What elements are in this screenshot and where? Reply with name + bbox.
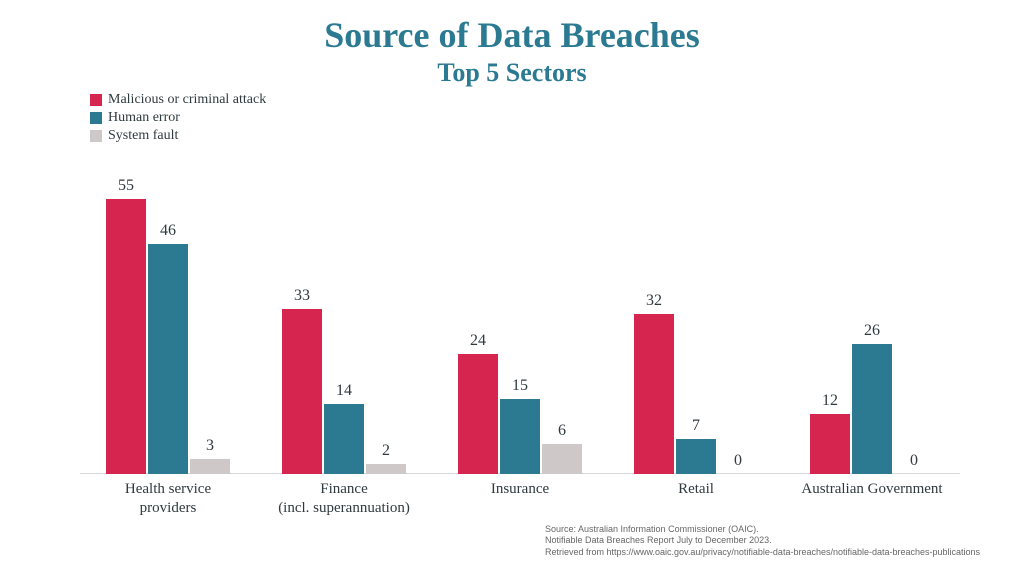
legend-item: System fault xyxy=(90,128,266,144)
bar-value-label: 32 xyxy=(624,292,684,310)
bar-value-label: 7 xyxy=(666,417,726,435)
source-line: Source: Australian Information Commissio… xyxy=(545,524,980,535)
bar-group: 24156Insurance xyxy=(458,354,582,474)
legend-item: Malicious or criminal attack xyxy=(90,92,266,108)
bar-group: 33142Finance(incl. superannuation) xyxy=(282,309,406,474)
legend-label: System fault xyxy=(108,128,178,144)
chart-title: Source of Data Breaches xyxy=(0,14,1024,56)
bar-rect xyxy=(106,199,146,474)
source-line: Retrieved from https://www.oaic.gov.au/p… xyxy=(545,547,980,558)
page: Source of Data Breaches Top 5 Sectors Ma… xyxy=(0,0,1024,576)
bar: 32 xyxy=(634,314,674,474)
bar-group: 12260Australian Government xyxy=(810,344,934,474)
chart-area: 55463Health serviceproviders33142Finance… xyxy=(80,174,960,474)
bar-value-label: 3 xyxy=(180,437,240,455)
legend-label: Human error xyxy=(108,110,180,126)
legend-label: Malicious or criminal attack xyxy=(108,92,266,108)
chart-subtitle: Top 5 Sectors xyxy=(0,58,1024,88)
bar-group: 3270Retail xyxy=(634,314,758,474)
bar-rect xyxy=(324,404,364,474)
bar-value-label: 6 xyxy=(532,422,592,440)
bar: 24 xyxy=(458,354,498,474)
bar: 12 xyxy=(810,414,850,474)
category-label: Insurance xyxy=(435,480,605,499)
bar-rect xyxy=(634,314,674,474)
legend-item: Human error xyxy=(90,110,266,126)
bar-value-label: 24 xyxy=(448,332,508,350)
bar-value-label: 2 xyxy=(356,442,416,460)
bar-group: 55463Health serviceproviders xyxy=(106,199,230,474)
bar: 14 xyxy=(324,404,364,474)
category-label: Australian Government xyxy=(787,480,957,499)
plot: 55463Health serviceproviders33142Finance… xyxy=(80,174,960,474)
bar-value-label: 33 xyxy=(272,287,332,305)
legend-swatch xyxy=(90,112,102,124)
bar-rect xyxy=(542,444,582,474)
bar-rect xyxy=(810,414,850,474)
bar-rect xyxy=(190,459,230,474)
bar-value-label: 55 xyxy=(96,177,156,195)
bar: 2 xyxy=(366,464,406,474)
bar-rect xyxy=(458,354,498,474)
bar: 6 xyxy=(542,444,582,474)
bar-value-label: 12 xyxy=(800,392,860,410)
bar-value-label: 15 xyxy=(490,377,550,395)
bar-value-label: 0 xyxy=(708,452,768,470)
category-label: Retail xyxy=(611,480,781,499)
category-label: Finance(incl. superannuation) xyxy=(259,480,429,518)
bar: 55 xyxy=(106,199,146,474)
bar-value-label: 14 xyxy=(314,382,374,400)
legend-swatch xyxy=(90,130,102,142)
legend: Malicious or criminal attack Human error S… xyxy=(90,92,266,146)
bar-value-label: 0 xyxy=(884,452,944,470)
title-block: Source of Data Breaches Top 5 Sectors xyxy=(0,0,1024,88)
bar: 3 xyxy=(190,459,230,474)
bar-value-label: 46 xyxy=(138,222,198,240)
category-label: Health serviceproviders xyxy=(83,480,253,518)
legend-swatch xyxy=(90,94,102,106)
bar-value-label: 26 xyxy=(842,322,902,340)
source-citation: Source: Australian Information Commissio… xyxy=(545,524,980,558)
source-line: Notifiable Data Breaches Report July to … xyxy=(545,535,980,546)
bar-rect xyxy=(366,464,406,474)
